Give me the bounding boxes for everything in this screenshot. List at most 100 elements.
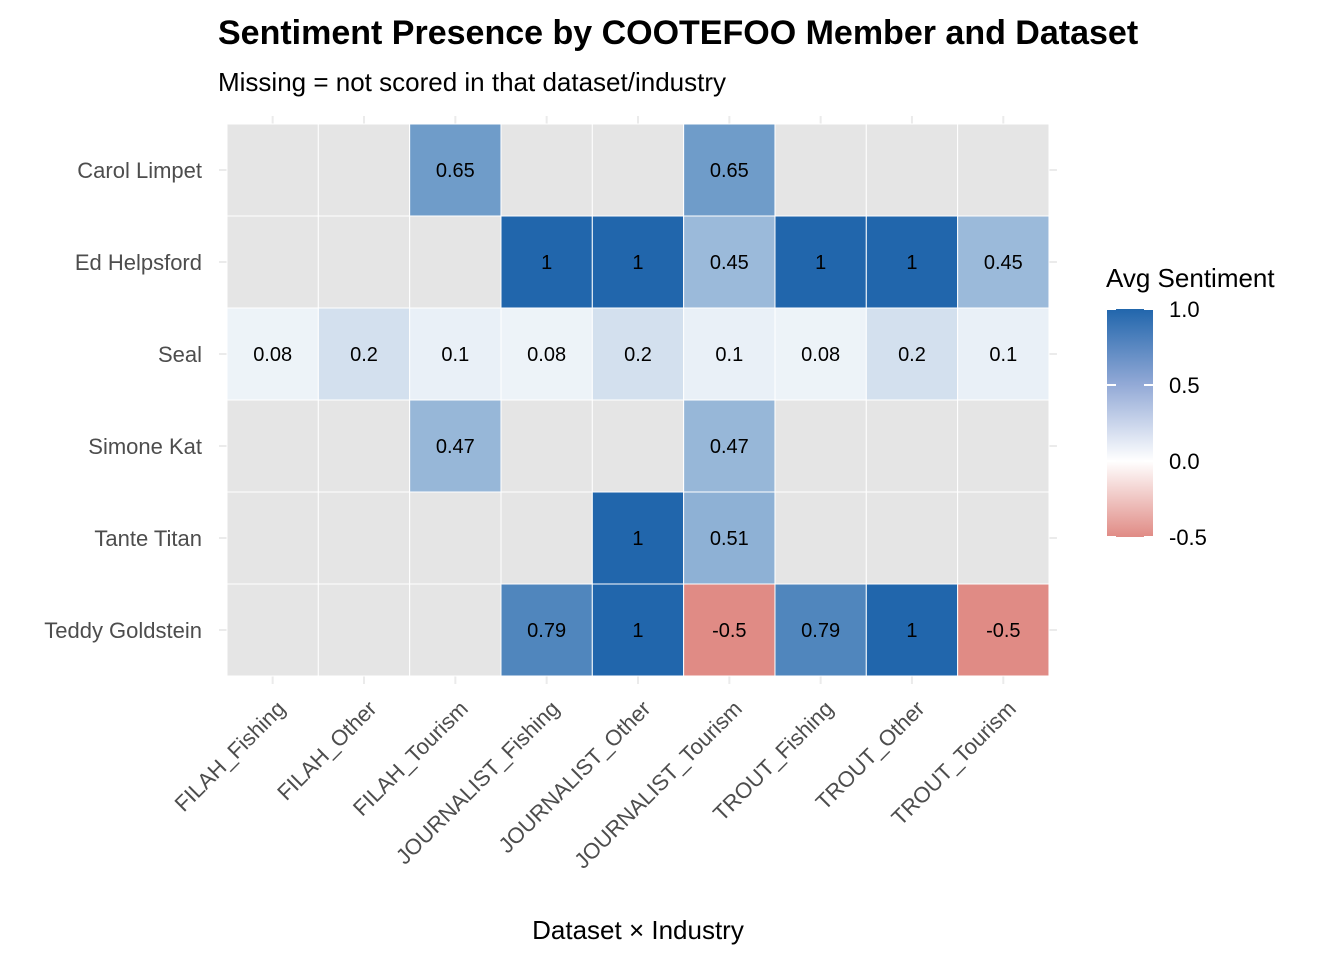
heatmap-cell: [409, 491, 502, 585]
heatmap-cell: [500, 583, 593, 677]
heatmap-cell: [317, 583, 411, 677]
heatmap-cell: [957, 399, 1050, 493]
cell-value-label: 1: [541, 252, 552, 274]
y-tick-label: Tante Titan: [94, 526, 202, 551]
heatmap-cell: [683, 399, 776, 493]
heatmap-cell: [317, 307, 411, 401]
heatmap-cell: [226, 215, 319, 309]
cell-value-label: 0.08: [527, 344, 566, 366]
x-axis-labels: FILAH_FishingFILAH_OtherFILAH_TourismJOU…: [170, 696, 1021, 874]
heatmap-cell: [317, 123, 411, 217]
cell-value-label: 0.1: [989, 344, 1017, 366]
legend-tick-label: -0.5: [1169, 525, 1207, 550]
y-tick-label: Teddy Goldstein: [44, 618, 202, 643]
heatmap-cell: [957, 307, 1050, 401]
axis-ticks: [219, 116, 1057, 684]
heatmap-cell: [500, 123, 593, 217]
heatmap-cell: [226, 123, 319, 217]
cell-value-label: 1: [632, 252, 643, 274]
cell-value-label: 0.65: [436, 160, 475, 182]
heatmap-cell: [957, 123, 1050, 217]
heatmap-cell: [774, 399, 867, 493]
cell-value-label: 1: [906, 620, 917, 642]
cell-value-label: 0.1: [441, 344, 469, 366]
heatmap-cell: [865, 307, 959, 401]
heatmap-cell: [957, 491, 1050, 585]
cell-value-label: 0.79: [801, 620, 840, 642]
y-tick-label: Simone Kat: [88, 434, 202, 459]
legend-title: Avg Sentiment: [1106, 263, 1275, 293]
cell-value-label: 0.51: [710, 528, 749, 550]
cell-value-label: 1: [815, 252, 826, 274]
heatmap-cell: [591, 583, 685, 677]
cell-value-label: 0.2: [898, 344, 926, 366]
cell-value-label: 0.08: [801, 344, 840, 366]
cell-value-label: 1: [906, 252, 917, 274]
heatmap-cell: [226, 491, 319, 585]
cell-value-label: 0.65: [710, 160, 749, 182]
cell-value-label: -0.5: [986, 620, 1020, 642]
heatmap-cells: [226, 123, 1050, 677]
color-legend: Avg Sentiment 1.0 0.5 0.0 -0.5: [1106, 263, 1275, 550]
heatmap-cell: [957, 215, 1050, 309]
legend-ticks: 1.0 0.5 0.0 -0.5: [1107, 297, 1207, 550]
heatmap-cell: [409, 583, 502, 677]
heatmap-cell: [591, 491, 685, 585]
heatmap-cell: [591, 399, 685, 493]
heatmap-cell: [500, 307, 593, 401]
legend-colorbar: [1107, 309, 1153, 537]
heatmap-cell: [683, 215, 776, 309]
heatmap-cell: [317, 491, 411, 585]
heatmap-cell: [591, 307, 685, 401]
heatmap-cell: [774, 123, 867, 217]
legend-tick-label: 0.5: [1169, 373, 1200, 398]
legend-tick-label: 0.0: [1169, 449, 1200, 474]
heatmap-cell: [683, 491, 776, 585]
legend-tick-label: 1.0: [1169, 297, 1200, 322]
x-tick-label: JOURNALIST_Fishing: [391, 696, 564, 869]
cell-value-label: 0.45: [984, 252, 1023, 274]
cell-value-label: 0.79: [527, 620, 566, 642]
heatmap-cell: [957, 583, 1050, 677]
cell-value-label: -0.5: [712, 620, 746, 642]
heatmap-cell: [774, 215, 867, 309]
x-axis-title: Dataset × Industry: [532, 915, 744, 945]
heatmap-cell: [683, 307, 776, 401]
heatmap-cell: [865, 491, 959, 585]
heatmap-cell: [591, 215, 685, 309]
cell-value-label: 0.47: [710, 436, 749, 458]
chart-subtitle: Missing = not scored in that dataset/ind…: [218, 67, 726, 97]
heatmap-cell: [409, 215, 502, 309]
heatmap-cell: [683, 583, 776, 677]
heatmap-cell: [409, 399, 502, 493]
heatmap-cell: [500, 399, 593, 493]
cell-value-label: 0.2: [624, 344, 652, 366]
cell-value-label: 0.08: [253, 344, 292, 366]
y-tick-label: Carol Limpet: [77, 158, 202, 183]
x-tick-label: JOURNALIST_Other: [493, 696, 655, 858]
heatmap-cell: [591, 123, 685, 217]
chart-title: Sentiment Presence by COOTEFOO Member an…: [218, 14, 1138, 52]
heatmap-cell: [226, 583, 319, 677]
heatmap-cell: [865, 399, 959, 493]
y-axis-labels: Carol Limpet Ed Helpsford Seal Simone Kat Ta…: [44, 158, 202, 643]
cell-value-label: 1: [632, 528, 643, 550]
heatmap-cell: [774, 491, 867, 585]
y-tick-label: Seal: [158, 342, 202, 367]
cell-value-label: 1: [632, 620, 643, 642]
cell-value-label: 0.1: [715, 344, 743, 366]
x-tick-label: JOURNALIST_Tourism: [569, 696, 747, 874]
heatmap-cell: [317, 215, 411, 309]
heatmap-cell: [500, 491, 593, 585]
cell-value-label: 0.2: [350, 344, 378, 366]
heatmap-cell: [774, 583, 867, 677]
heatmap-cell: [226, 399, 319, 493]
heatmap-cell: [500, 215, 593, 309]
cell-value-label: 0.45: [710, 252, 749, 274]
heatmap-cell: [865, 123, 959, 217]
cell-value-label: 0.47: [436, 436, 475, 458]
heatmap-cell: [865, 583, 959, 677]
heatmap-cell: [317, 399, 411, 493]
heatmap-cell-labels: 0.65 0.65 1 1 0.45 1 1 0.45 0.08 0.2 0.1 0.08 0.2 0.1…: [253, 160, 1023, 642]
